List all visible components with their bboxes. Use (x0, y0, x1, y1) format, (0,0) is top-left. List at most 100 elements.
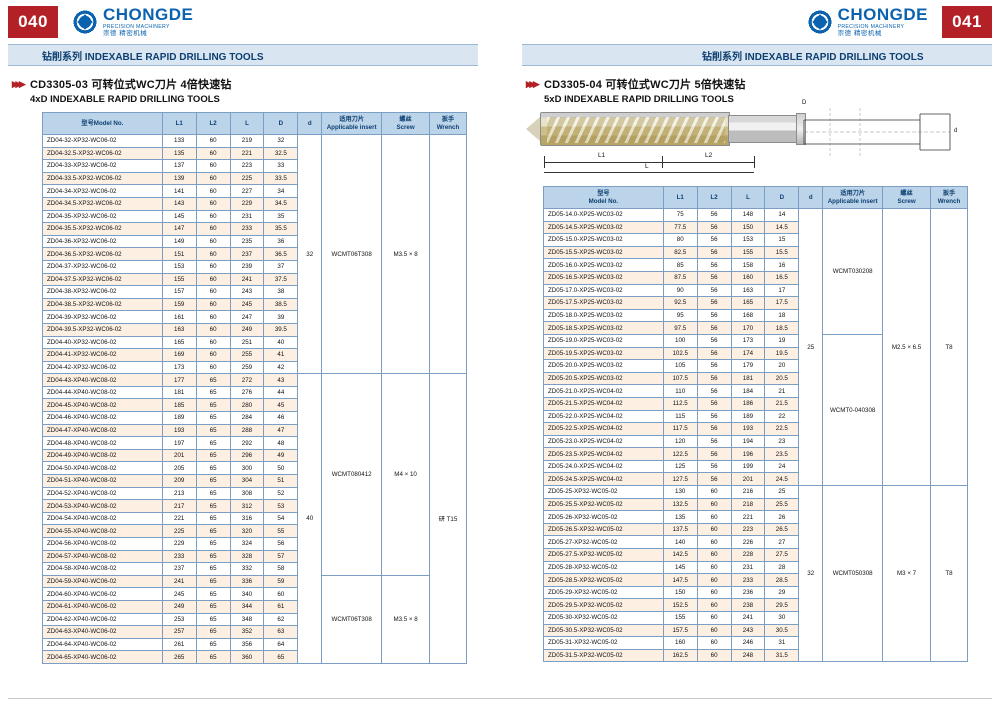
dimension-drawing-svg (803, 108, 951, 158)
table-row: ZD05-17.0-XP25-WC03-02 90 56 163 17 (543, 283, 968, 298)
merged-screw-cell: M3.5 × 8 (381, 133, 430, 375)
spec-cell: 276 (229, 385, 265, 400)
spec-cell: 122.5 (662, 447, 698, 461)
merged-insert-cell: WCMT080412 (321, 373, 383, 576)
table-row: ZD05-21.5-XP25-WC04-02 112.5 56 186 21.5 (543, 396, 968, 411)
table-row: ZD04-64-XP40-WC06-02 261 65 356 64 (42, 637, 467, 652)
spec-cell: 185 (161, 398, 197, 413)
dim-label-l1: L1 (598, 152, 606, 159)
page-header: 040 041 CHONGDE PRECISION MACHINERY 崇德 精… (0, 0, 1000, 42)
model-no-cell: ZD04-63-XP40-WC06-02 (42, 625, 163, 639)
spec-cell: 340 (229, 587, 265, 601)
spec-cell: 296 (229, 448, 265, 463)
spec-cell: 102.5 (662, 346, 698, 361)
model-no-cell: ZD04-57-XP40-WC08-02 (42, 549, 163, 564)
model-no-cell: ZD05-26.5-XP32-WC05-02 (543, 522, 664, 537)
spec-cell: 125 (662, 459, 698, 474)
spec-cell: 65 (195, 511, 231, 526)
spec-cell: 241 (229, 272, 265, 287)
spec-cell: 36 (263, 234, 299, 249)
spec-cell: 18.5 (764, 321, 800, 335)
brand-subtitle-en: PRECISION MACHINERY (103, 24, 170, 30)
spec-cell: 65 (195, 474, 231, 488)
spec-cell: 130 (662, 485, 698, 499)
spec-cell: 41 (263, 348, 299, 362)
spec-cell: 65 (195, 625, 231, 639)
table-row: ZD04-50-XP40-WC08-02 205 65 300 50 (42, 461, 467, 476)
dimension-label-d: d (954, 128, 958, 134)
spec-cell: 56 (696, 434, 732, 449)
spec-cell: 15.5 (764, 245, 800, 260)
spec-cell: 248 (730, 648, 766, 663)
table-row: ZD05-26-XP32-WC05-02 135 60 221 26 (543, 510, 968, 524)
spec-cell: 15 (764, 233, 800, 247)
spec-cell: 60 (696, 573, 732, 587)
merged-wrench-cell: T8 (930, 207, 968, 487)
table-row: ZD04-45-XP40-WC08-02 185 65 280 45 (42, 398, 467, 413)
spec-cell: 54 (263, 511, 299, 526)
spec-cell: 320 (229, 524, 265, 538)
spec-cell: 308 (229, 486, 265, 501)
spec-cell: 312 (229, 499, 265, 513)
spec-cell: 56 (696, 396, 732, 411)
col-header: L (730, 186, 766, 209)
spec-cell: 127.5 (662, 472, 698, 487)
table-row: ZD04-57-XP40-WC08-02 233 65 328 57 (42, 549, 467, 564)
model-no-cell: ZD04-62-XP40-WC06-02 (42, 612, 163, 627)
spec-cell: 150 (662, 585, 698, 600)
spec-cell: 65 (195, 537, 231, 551)
spec-cell: 165 (730, 296, 766, 310)
merged-wrench-cell: T8 (930, 485, 968, 663)
model-no-cell: ZD04-33.5-XP32-WC06-02 (42, 171, 163, 186)
spec-cell: 228 (730, 548, 766, 562)
spec-cell: 153 (161, 259, 197, 274)
spec-cell: 155 (662, 611, 698, 625)
spec-cell: 60 (195, 335, 231, 350)
model-no-cell: ZD04-34-XP32-WC06-02 (42, 184, 163, 198)
spec-cell: 95 (662, 308, 698, 323)
page-number-left: 040 (8, 6, 58, 38)
spec-cell: 284 (229, 411, 265, 425)
spec-cell: 21.5 (764, 396, 800, 411)
table-row: ZD04-33-XP32-WC06-02 137 60 223 33 (42, 159, 467, 173)
spec-cell: 37.5 (263, 272, 299, 287)
spec-cell: 56 (696, 384, 732, 398)
spec-cell: 14.5 (764, 220, 800, 235)
brand-name: CHONGDE (837, 5, 928, 24)
model-no-cell: ZD04-43-XP40-WC08-02 (42, 373, 163, 387)
spec-cell: 60 (696, 510, 732, 524)
table-row: ZD04-39-XP32-WC06-02 161 60 247 39 (42, 310, 467, 324)
dimension-lines: L1 L2 L (540, 152, 798, 174)
spec-cell: 65 (195, 385, 231, 400)
spec-cell: 100 (662, 333, 698, 348)
model-no-cell: ZD05-18.0-XP25-WC03-02 (543, 308, 664, 323)
spec-cell: 60 (696, 648, 732, 663)
table-row: ZD05-22.0-XP25-WC04-02 115 56 189 22 (543, 409, 968, 424)
spec-cell: 56 (696, 220, 732, 235)
model-no-cell: ZD05-31-XP32-WC05-02 (543, 636, 664, 650)
spec-cell: 360 (229, 650, 265, 664)
spec-cell: 60 (195, 146, 231, 161)
spec-cell: 60 (195, 360, 231, 375)
dim-tick (544, 156, 545, 168)
spec-cell: 189 (161, 411, 197, 425)
col-header: d (297, 112, 323, 135)
spec-cell: 142.5 (662, 548, 698, 562)
table-row: ZD05-21.0-XP25-WC04-02 110 56 184 21 (543, 384, 968, 398)
model-no-cell: ZD05-17.5-XP25-WC03-02 (543, 296, 664, 310)
model-no-cell: ZD04-35.5-XP32-WC06-02 (42, 222, 163, 236)
spec-cell: 218 (730, 497, 766, 512)
spec-cell: 20.5 (764, 371, 800, 386)
spec-cell: 50 (263, 461, 299, 476)
table-row: ZD05-16.5-XP25-WC03-02 87.5 56 160 16.5 (543, 270, 968, 285)
model-no-cell: ZD05-20.5-XP25-WC03-02 (543, 371, 664, 386)
logo-text-left: CHONGDE PRECISION MACHINERY 崇德 精密机械 (103, 6, 193, 38)
spec-cell: 92.5 (662, 296, 698, 310)
spec-cell: 120 (662, 434, 698, 449)
spec-cell: 47 (263, 423, 299, 438)
spec-cell: 251 (229, 335, 265, 350)
model-no-cell: ZD04-48-XP40-WC08-02 (42, 436, 163, 450)
merged-screw-cell: M3 × 7 (882, 485, 931, 663)
